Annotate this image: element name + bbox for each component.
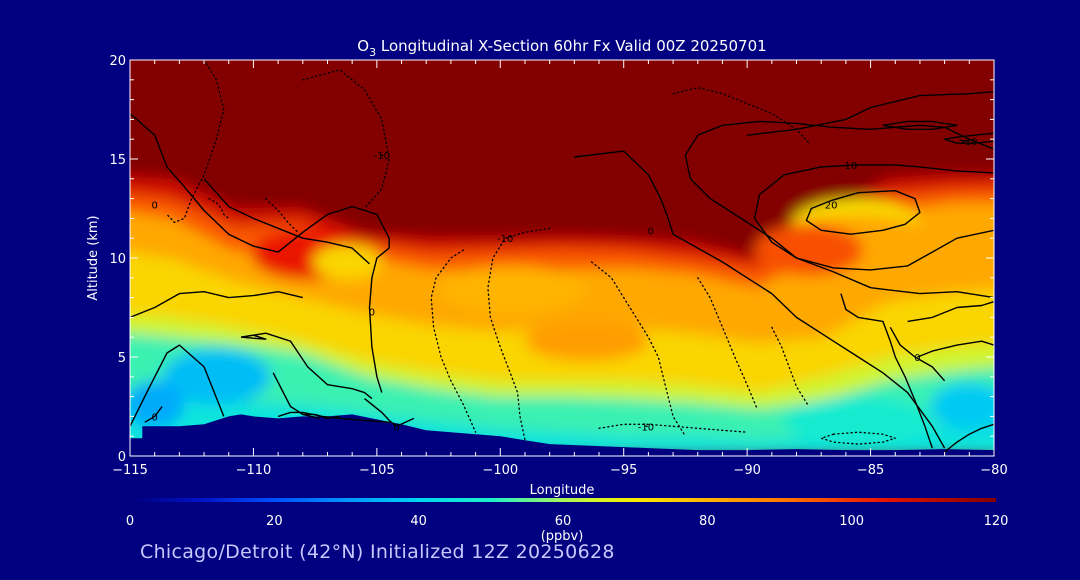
y-tick-label: 15 [109,153,126,168]
contour-label-28: -10 [374,151,390,162]
ozone-blob-9 [784,396,933,445]
contour-line-31 [430,249,477,433]
contour-line-29 [265,197,299,233]
contour-label-16: 20 [825,201,838,212]
contour-line-4 [130,344,225,427]
contour-line-5 [144,406,163,423]
ozone-band-5 [130,314,994,409]
ozone-field [130,60,994,456]
contour-label-13: 0 [648,226,654,237]
ozone-blob-5 [524,321,649,361]
contour-line-24 [943,132,994,144]
contour-line-10 [396,417,415,427]
ozone-blob-1 [312,244,382,280]
contour-line-35 [771,326,810,408]
contour-line-30 [208,197,230,220]
y-tick-label: 10 [109,252,126,267]
axes: −115 −110 −105 −100 −95 −90 −85 −80 0 5 10 15 20 [109,54,1007,478]
contour-label-15: 10 [844,161,857,172]
x-tick-label: −115 [112,463,148,478]
contour-line-20 [907,300,994,323]
ozone-blob-8 [130,380,185,429]
x-tick-label: −105 [359,463,395,478]
contour-line-15 [753,164,994,271]
ozone-band-6 [130,333,994,441]
contour-label-5: 0 [151,412,157,423]
colorbar-tick-label: 80 [699,514,716,529]
ozone-blob-10 [929,382,994,431]
contour-line-18 [889,326,946,382]
contour-line-39 [672,87,810,144]
x-tick-label: −100 [482,463,518,478]
colorbar-ticks: 0 20 40 60 80 100 120 [126,514,1009,529]
y-tick-label: 20 [109,54,126,69]
contour-line-34 [697,277,758,410]
contour-line-2 [203,178,370,265]
contour-line-6 [240,332,373,400]
contour-line-32 [487,227,551,441]
ozone-blob-4 [754,224,864,276]
contour-line-1 [368,247,390,393]
contour-line-17 [840,293,933,449]
contour-line-12 [277,411,390,423]
contour-line-26 [166,60,225,224]
contour-label-19: 0 [914,353,920,364]
colorbar-unit-label: (ppbv) [541,529,584,544]
y-tick-label: 0 [118,450,126,465]
colorbar-tick-label: 60 [555,514,572,529]
y-tick-label: 5 [118,351,126,366]
init-info-caption: Chicago/Detroit (42°N) Initialized 12Z 2… [140,541,615,563]
plot-area: 0 0 0 0 0 10 20 0 -10 -10 -10 -10 [130,60,994,456]
colorbar-tick-label: 20 [266,514,283,529]
contour-label-37: -10 [638,422,654,433]
ozone-band-4 [130,251,994,393]
x-tick-label: −90 [733,463,760,478]
contour-line-0 [130,112,390,253]
contour-line-23 [882,120,958,131]
colorbar-tick-label: 100 [839,514,864,529]
terrain [130,414,994,456]
contour-line-25 [959,139,970,142]
colorbar-tick-label: 40 [410,514,427,529]
contour-label-32: -10 [497,234,513,245]
contour-line-38 [820,431,896,445]
contour-label-25: -10 [961,137,977,148]
contour-line-9 [364,398,398,427]
x-tick-label: −95 [610,463,637,478]
ozone-blob-7 [162,349,271,405]
contour-line-3 [130,291,303,319]
ozone-blob-6 [438,265,587,314]
x-axis-label: Longitude [530,483,595,498]
x-tick-label: −80 [980,463,1007,478]
contours: 0 0 0 0 0 10 20 0 -10 -10 -10 -10 [130,60,994,453]
contour-label-1: 0 [369,307,375,318]
contour-line-28 [381,154,385,158]
contour-line-7 [272,372,321,420]
x-tick-label: −110 [236,463,272,478]
colorbar-tick-label: 0 [126,514,134,529]
terrain-mask [130,414,994,456]
contour-line-16 [805,189,921,235]
contour-line-21 [944,423,994,453]
contour-line-13 [574,150,946,449]
contour-line-14 [684,120,994,299]
contour-line-11 [240,334,267,340]
colorbar [130,498,996,502]
contour-line-19 [917,340,994,358]
contour-label-10: 0 [393,422,399,433]
contour-line-36 [598,423,748,433]
x-tick-label: −85 [857,463,884,478]
y-axis-label: Altitude (km) [86,215,101,300]
colorbar-tick-label: 120 [984,514,1009,529]
contour-label-0: 0 [151,201,157,212]
chart-title: O3 Longitudinal X-Section 60hr Fx Valid … [357,37,766,59]
